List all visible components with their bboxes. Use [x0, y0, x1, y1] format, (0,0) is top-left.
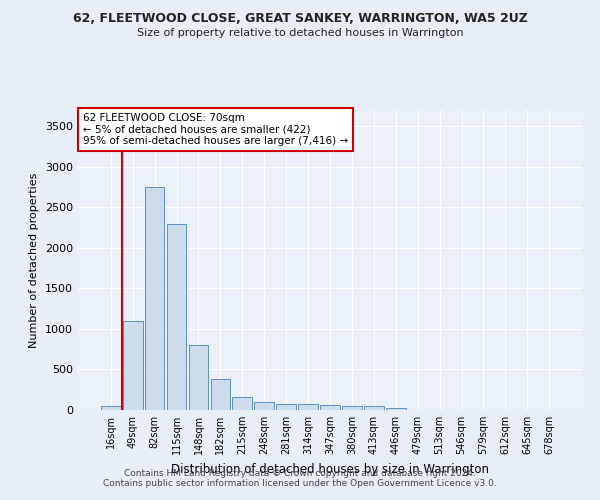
- Bar: [101, 406, 121, 410]
- Bar: [298, 404, 318, 410]
- Text: 62 FLEETWOOD CLOSE: 70sqm
← 5% of detached houses are smaller (422)
95% of semi-: 62 FLEETWOOD CLOSE: 70sqm ← 5% of detach…: [83, 113, 348, 146]
- Text: Contains HM Land Registry data © Crown copyright and database right 2024.: Contains HM Land Registry data © Crown c…: [124, 468, 476, 477]
- Y-axis label: Number of detached properties: Number of detached properties: [29, 172, 40, 348]
- Bar: [342, 406, 362, 410]
- Bar: [386, 408, 406, 410]
- Bar: [123, 321, 143, 410]
- Bar: [320, 405, 340, 410]
- Bar: [145, 187, 164, 410]
- Bar: [188, 345, 208, 410]
- Text: 62, FLEETWOOD CLOSE, GREAT SANKEY, WARRINGTON, WA5 2UZ: 62, FLEETWOOD CLOSE, GREAT SANKEY, WARRI…: [73, 12, 527, 26]
- Bar: [232, 397, 252, 410]
- X-axis label: Distribution of detached houses by size in Warrington: Distribution of detached houses by size …: [171, 462, 489, 475]
- Text: Size of property relative to detached houses in Warrington: Size of property relative to detached ho…: [137, 28, 463, 38]
- Bar: [211, 379, 230, 410]
- Bar: [167, 224, 187, 410]
- Text: Contains public sector information licensed under the Open Government Licence v3: Contains public sector information licen…: [103, 478, 497, 488]
- Bar: [254, 402, 274, 410]
- Bar: [276, 404, 296, 410]
- Bar: [364, 406, 384, 410]
